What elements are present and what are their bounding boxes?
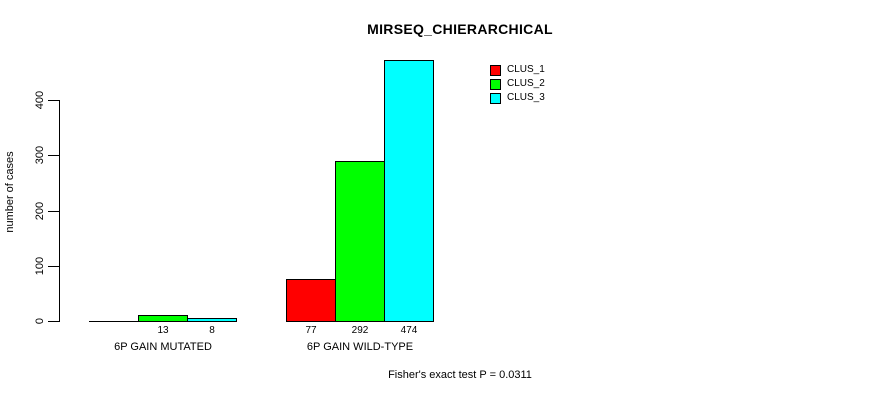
legend: CLUS_1 CLUS_2 CLUS_3 [490,64,545,106]
y-axis-tick-mark [48,321,59,322]
bar-value-label-clus-2-6p-gain-mutated: 13 [157,325,169,336]
bar-clus-3-6p-gain-mutated [187,318,237,322]
x-axis-group-label-mutated: 6P GAIN MUTATED [114,341,212,353]
legend-row-clus3: CLUS_3 [490,92,545,104]
y-axis-line [59,100,60,322]
legend-swatch-clus3 [490,92,501,104]
legend-row-clus1: CLUS_1 [490,64,545,76]
bar-clus-2-6p-gain-mutated [138,315,188,322]
y-axis-tick-label: 100 [34,256,46,276]
legend-row-clus2: CLUS_2 [490,78,545,90]
y-axis-tick-mark [48,266,59,267]
bar-clus-3-6p-gain-wild-type [384,60,434,322]
bar-value-label-clus-2-6p-gain-wild-type: 292 [351,325,369,336]
y-axis-tick-label: 400 [34,90,46,110]
bar-clus-1-6p-gain-wild-type [286,279,336,322]
legend-label-clus3: CLUS_3 [507,92,545,103]
y-axis-label: number of cases [4,151,16,233]
legend-label-clus2: CLUS_2 [507,78,545,89]
bar-clus-1-6p-gain-mutated-zero [89,321,139,322]
fisher-test-annotation: Fisher's exact test P = 0.0311 [388,369,532,381]
bar-value-label-clus-3-6p-gain-mutated: 8 [209,325,215,336]
y-axis-tick-mark [48,211,59,212]
bar-clus-2-6p-gain-wild-type [335,161,385,322]
y-axis-tick-mark [48,155,59,156]
legend-label-clus1: CLUS_1 [507,64,545,75]
x-axis-group-label-wild-type: 6P GAIN WILD-TYPE [306,341,414,353]
chart-title: MIRSEQ_CHIERARCHICAL [367,21,553,37]
y-axis-tick-label: 200 [34,201,46,221]
y-axis-tick-mark [48,100,59,101]
legend-swatch-clus2 [490,78,501,90]
y-axis-tick-label: 300 [34,145,46,165]
y-axis-tick-label: 0 [34,317,46,325]
legend-swatch-clus1 [490,64,501,76]
bar-value-label-clus-1-6p-gain-wild-type: 77 [305,325,317,336]
bar-value-label-clus-3-6p-gain-wild-type: 474 [400,325,418,336]
